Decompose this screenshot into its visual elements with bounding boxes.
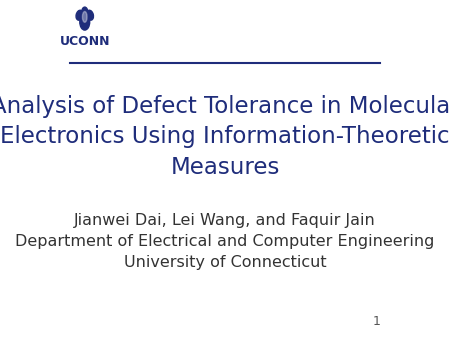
Text: Analysis of Defect Tolerance in Molecular
Electronics Using Information-Theoreti: Analysis of Defect Tolerance in Molecula… <box>0 95 450 178</box>
Text: 1: 1 <box>372 315 380 328</box>
Ellipse shape <box>86 10 94 20</box>
Ellipse shape <box>80 14 90 30</box>
Text: Jianwei Dai, Lei Wang, and Faquir Jain
Department of Electrical and Computer Eng: Jianwei Dai, Lei Wang, and Faquir Jain D… <box>15 213 435 270</box>
Ellipse shape <box>76 10 83 20</box>
Ellipse shape <box>82 7 88 17</box>
Text: UCONN: UCONN <box>59 35 110 48</box>
Ellipse shape <box>82 11 87 22</box>
